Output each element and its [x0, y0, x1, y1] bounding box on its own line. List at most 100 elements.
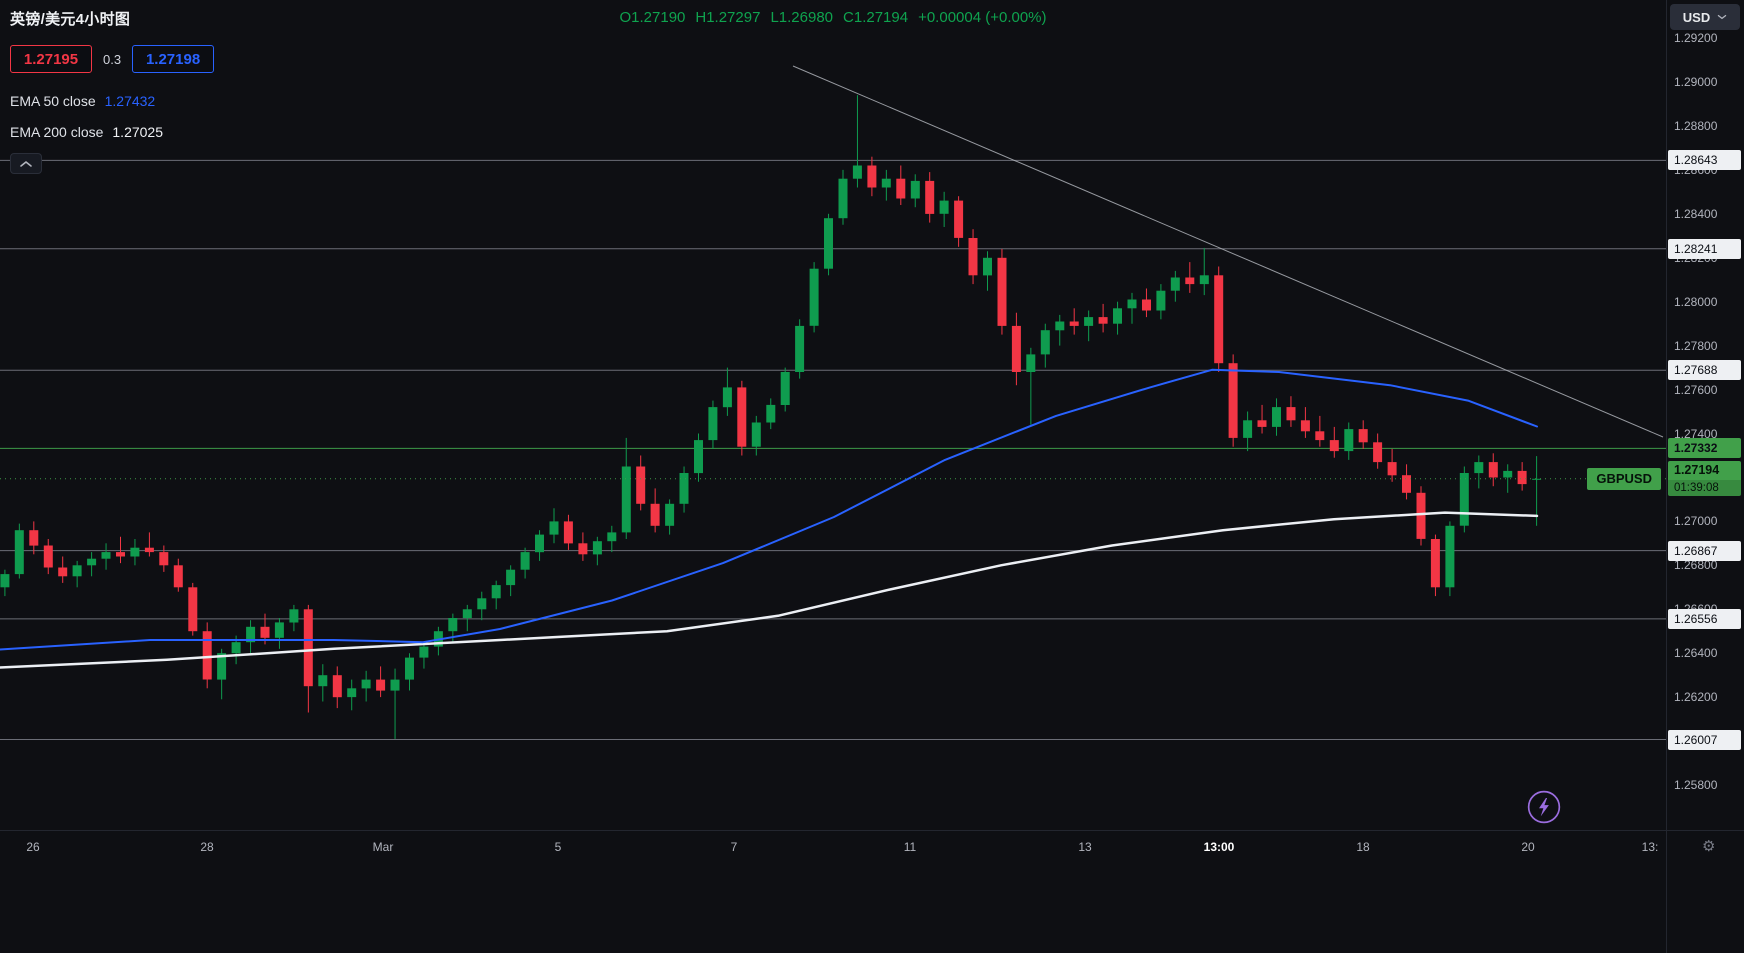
candle-body	[838, 178, 848, 219]
candle-body	[1156, 290, 1166, 311]
candle-body	[968, 238, 978, 276]
ohlc-close: C1.27194	[843, 9, 909, 26]
time-label: 7	[730, 840, 738, 854]
candle-body	[592, 541, 602, 555]
candle-body	[1272, 407, 1281, 427]
quote-row: 1.27195 0.3 1.27198	[10, 45, 215, 73]
candle-body	[665, 503, 675, 526]
ema200-label: EMA 200 close	[10, 124, 104, 140]
candle-body	[101, 552, 111, 559]
candle-body	[636, 466, 646, 504]
candle-body	[332, 675, 342, 698]
buy-ask-button[interactable]: 1.27198	[132, 45, 215, 73]
boost-button[interactable]	[1526, 789, 1562, 825]
candle-body	[694, 440, 703, 474]
candle-body	[477, 598, 487, 610]
candle-body	[462, 609, 472, 619]
candle-body	[361, 679, 371, 689]
candle-body	[1329, 440, 1339, 452]
ohlc-change: +0.00004 (+0.00%)	[918, 9, 1047, 26]
candle-body	[390, 679, 400, 691]
candle-body	[1113, 308, 1122, 324]
time-label: 11	[903, 840, 917, 854]
price-tick: 1.28400	[1674, 206, 1718, 221]
chart-legend: 英镑/美元4小时图 1.27195 0.3 1.27198 EMA 50 clo…	[10, 8, 215, 174]
candle-body	[72, 565, 82, 577]
price-tick: 1.29000	[1674, 75, 1718, 89]
chart-title: 英镑/美元4小时图	[10, 11, 131, 28]
currency-dropdown[interactable]: USD	[1670, 4, 1740, 30]
candle-body	[1459, 473, 1469, 526]
candle-body	[535, 534, 544, 553]
candle-body	[246, 626, 256, 643]
candle-body	[491, 585, 501, 599]
ema50-line	[0, 368, 1538, 651]
price-tick: 1.28000	[1674, 294, 1718, 309]
axis-corner: ⚙	[1667, 831, 1744, 953]
chart-pane[interactable]: 英镑/美元4小时图 1.27195 0.3 1.27198 EMA 50 clo…	[0, 0, 1666, 830]
price-axis[interactable]: USD 1.27194 01:39:08 1.29200 1.29000 1.288…	[1667, 0, 1744, 953]
candle-body	[1185, 277, 1195, 285]
ohlc-open: O1.27190	[619, 9, 686, 26]
candle-body	[708, 407, 718, 441]
price-tick: 1.26800	[1674, 558, 1718, 573]
sell-bid-button[interactable]: 1.27195	[10, 45, 92, 73]
candle-body	[1127, 299, 1137, 309]
candle-body	[1257, 420, 1267, 427]
candle-body	[954, 200, 964, 238]
candle-body	[289, 609, 299, 623]
price-tick: 1.27600	[1674, 382, 1718, 397]
candle-body	[217, 653, 227, 680]
candle-body	[520, 552, 530, 570]
candle-body	[1387, 462, 1397, 476]
candle-body	[1142, 299, 1151, 311]
candle-body	[188, 587, 198, 632]
candle-body	[650, 503, 660, 526]
time-axis[interactable]: 26 28 Mar 5 7 11 13 13:00 18 20 13:	[0, 831, 1666, 953]
candle-body	[722, 387, 732, 408]
axis-settings-button[interactable]: ⚙	[1700, 835, 1717, 857]
level-price-badge: 1.28643	[1668, 150, 1741, 171]
candle-body	[1300, 420, 1310, 432]
candle-body	[1098, 317, 1108, 324]
candle-body	[737, 387, 747, 447]
candle-body	[1214, 275, 1224, 364]
candle-body	[1416, 492, 1426, 539]
candle-body	[202, 631, 212, 680]
time-label: 13:	[1641, 840, 1659, 854]
time-label: 5	[554, 840, 562, 854]
candle-body	[679, 473, 689, 504]
candle-body	[506, 569, 516, 586]
candle-body	[809, 268, 819, 326]
candle-body	[43, 545, 53, 568]
candle-body	[852, 165, 862, 179]
candle-body	[983, 257, 992, 276]
candle-body	[376, 679, 386, 691]
candle-body	[997, 257, 1007, 326]
candle-body	[549, 521, 559, 535]
ema50-value: 1.27432	[104, 93, 156, 109]
time-label: 13:00	[1203, 840, 1235, 854]
price-tick: 1.28800	[1674, 118, 1718, 133]
currency-dropdown-label: USD	[1682, 9, 1711, 25]
level-price-badge: 1.26867	[1668, 540, 1741, 561]
price-chart-canvas[interactable]	[0, 0, 1666, 830]
time-label: 28	[200, 840, 214, 854]
collapse-legend-button[interactable]	[10, 153, 42, 174]
candle-body	[910, 180, 920, 199]
candle-body	[1402, 475, 1411, 493]
symbol-price-label: GBPUSD	[1587, 467, 1661, 490]
candle-body	[563, 521, 573, 544]
candle-body	[14, 530, 24, 575]
candle-body	[1069, 321, 1079, 326]
candle-body	[144, 547, 154, 553]
descending-trendline[interactable]	[792, 65, 1664, 438]
time-label: 13	[1078, 840, 1092, 854]
lightning-icon	[1527, 790, 1561, 824]
candle-body	[318, 675, 328, 687]
candle-body	[1474, 462, 1484, 474]
ema200-line	[0, 511, 1539, 669]
candle-body	[1445, 525, 1455, 588]
ohlc-readout: O1.27190 H1.27297 L1.26980 C1.27194 +0.00004…	[614, 9, 1051, 26]
time-label: Mar	[372, 840, 394, 854]
